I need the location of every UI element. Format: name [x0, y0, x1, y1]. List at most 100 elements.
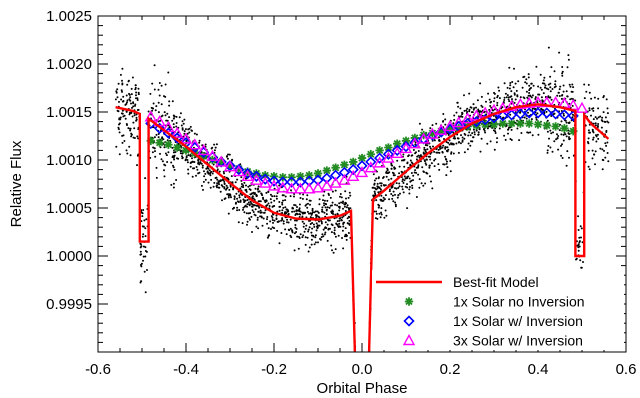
- data-point: [152, 102, 155, 105]
- data-point: [504, 92, 507, 95]
- data-point: [347, 222, 350, 225]
- triangle-marker: [364, 161, 377, 173]
- data-point: [425, 171, 428, 174]
- data-point: [185, 155, 188, 158]
- data-point: [536, 112, 539, 115]
- data-point: [496, 104, 499, 107]
- data-point: [452, 143, 455, 146]
- data-point: [418, 122, 421, 125]
- data-point: [445, 149, 448, 152]
- data-point: [459, 115, 462, 118]
- data-point: [216, 168, 219, 171]
- data-point: [446, 146, 449, 149]
- data-point: [179, 112, 182, 115]
- diamond-marker: [505, 109, 518, 121]
- data-point: [128, 145, 131, 148]
- data-point: [281, 217, 284, 220]
- data-point: [187, 154, 190, 157]
- data-point: [179, 152, 182, 155]
- data-point: [208, 169, 211, 172]
- data-point: [443, 138, 445, 140]
- data-point: [538, 93, 541, 96]
- data-point: [175, 122, 178, 124]
- data-point: [189, 165, 192, 168]
- data-point: [467, 134, 470, 137]
- data-point: [186, 161, 189, 164]
- data-point: [253, 193, 256, 195]
- data-point: [130, 93, 133, 96]
- data-point: [561, 70, 564, 73]
- data-point: [137, 87, 140, 90]
- data-point: [267, 227, 270, 230]
- data-point: [560, 120, 563, 123]
- data-point: [387, 178, 390, 181]
- data-point: [221, 185, 224, 188]
- data-point: [276, 229, 279, 232]
- data-point: [477, 108, 480, 111]
- data-point: [424, 149, 427, 151]
- data-point: [129, 99, 132, 102]
- data-point: [264, 201, 267, 204]
- data-point: [182, 122, 185, 125]
- data-point: [558, 129, 561, 132]
- triangle-marker: [179, 132, 193, 144]
- data-point: [261, 224, 264, 227]
- data-point: [596, 117, 598, 120]
- data-point: [435, 122, 438, 125]
- data-point: [336, 220, 339, 223]
- data-point: [157, 120, 160, 123]
- data-point: [514, 98, 517, 101]
- data-point: [153, 64, 156, 67]
- data-point: [535, 118, 538, 121]
- data-point: [505, 96, 508, 99]
- data-point: [488, 121, 491, 124]
- data-point: [276, 210, 279, 213]
- data-point: [445, 162, 448, 165]
- data-point: [339, 195, 341, 198]
- data-point: [232, 188, 235, 191]
- data-point: [161, 136, 164, 139]
- triangle-marker: [347, 169, 360, 182]
- legend-background: [372, 270, 624, 350]
- data-point: [412, 174, 415, 177]
- data-point: [324, 206, 327, 209]
- data-point: [596, 125, 599, 128]
- data-point: [424, 162, 427, 165]
- data-point: [452, 122, 455, 125]
- data-point: [247, 201, 250, 204]
- data-point: [211, 172, 214, 175]
- data-point: [266, 204, 269, 207]
- data-point: [438, 168, 441, 171]
- data-point: [231, 159, 233, 162]
- data-point: [603, 120, 606, 123]
- data-point: [424, 150, 427, 153]
- data-point: [226, 155, 228, 158]
- data-point: [338, 202, 341, 205]
- data-point: [431, 124, 434, 127]
- data-point: [419, 155, 422, 157]
- data-point: [511, 98, 513, 101]
- data-point: [164, 164, 167, 167]
- diamond-marker: [356, 160, 368, 172]
- data-point: [239, 187, 242, 190]
- data-point: [301, 220, 304, 223]
- data-point: [244, 177, 247, 180]
- data-point: [144, 255, 147, 258]
- data-point: [215, 143, 218, 146]
- data-point: [375, 210, 378, 213]
- data-point: [254, 208, 257, 211]
- data-point: [391, 197, 394, 200]
- data-point: [158, 94, 161, 97]
- data-point: [125, 94, 128, 97]
- data-point: [506, 94, 509, 97]
- data-point: [433, 139, 436, 142]
- data-point: [289, 218, 292, 221]
- data-point: [546, 151, 549, 154]
- data-point: [142, 255, 145, 258]
- data-point: [463, 151, 466, 154]
- data-point: [463, 94, 465, 97]
- diamond-marker: [523, 107, 535, 119]
- legend-entry: 3x Solar w/ Inversion: [402, 333, 583, 349]
- data-point: [214, 146, 217, 149]
- data-point: [379, 188, 382, 191]
